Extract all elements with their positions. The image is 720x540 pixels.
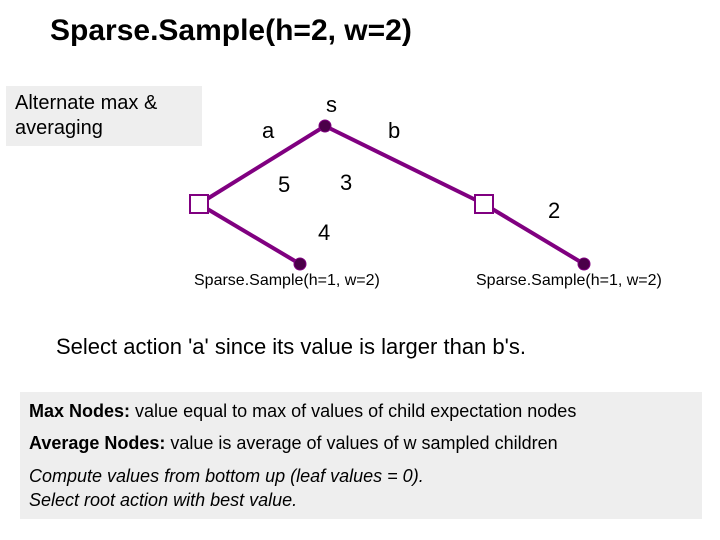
action-a-label: a <box>262 118 274 144</box>
notes-line-select: Select root action with best value. <box>29 488 693 512</box>
value-3: 3 <box>340 170 352 196</box>
select-action-text: Select action 'a' since its value is lar… <box>56 334 526 360</box>
root-node <box>319 120 331 132</box>
left-square-node <box>190 195 208 213</box>
subtree-right-label: Sparse.Sample(h=1, w=2) <box>476 272 662 290</box>
edge-right-child <box>484 204 584 264</box>
value-4: 4 <box>318 220 330 246</box>
right-child-node <box>578 258 590 270</box>
edge-left-child <box>199 204 300 264</box>
notes-line-max: Max Nodes: value equal to max of values … <box>29 399 693 423</box>
right-square-node <box>475 195 493 213</box>
root-label: s <box>326 92 337 118</box>
action-b-label: b <box>388 118 400 144</box>
left-child-node <box>294 258 306 270</box>
notes-box: Max Nodes: value equal to max of values … <box>20 392 702 519</box>
notes-line-compute: Compute values from bottom up (leaf valu… <box>29 464 693 488</box>
value-5: 5 <box>278 172 290 198</box>
notes-line-avg: Average Nodes: value is average of value… <box>29 431 693 455</box>
subtree-left-label: Sparse.Sample(h=1, w=2) <box>194 272 380 290</box>
value-2: 2 <box>548 198 560 224</box>
